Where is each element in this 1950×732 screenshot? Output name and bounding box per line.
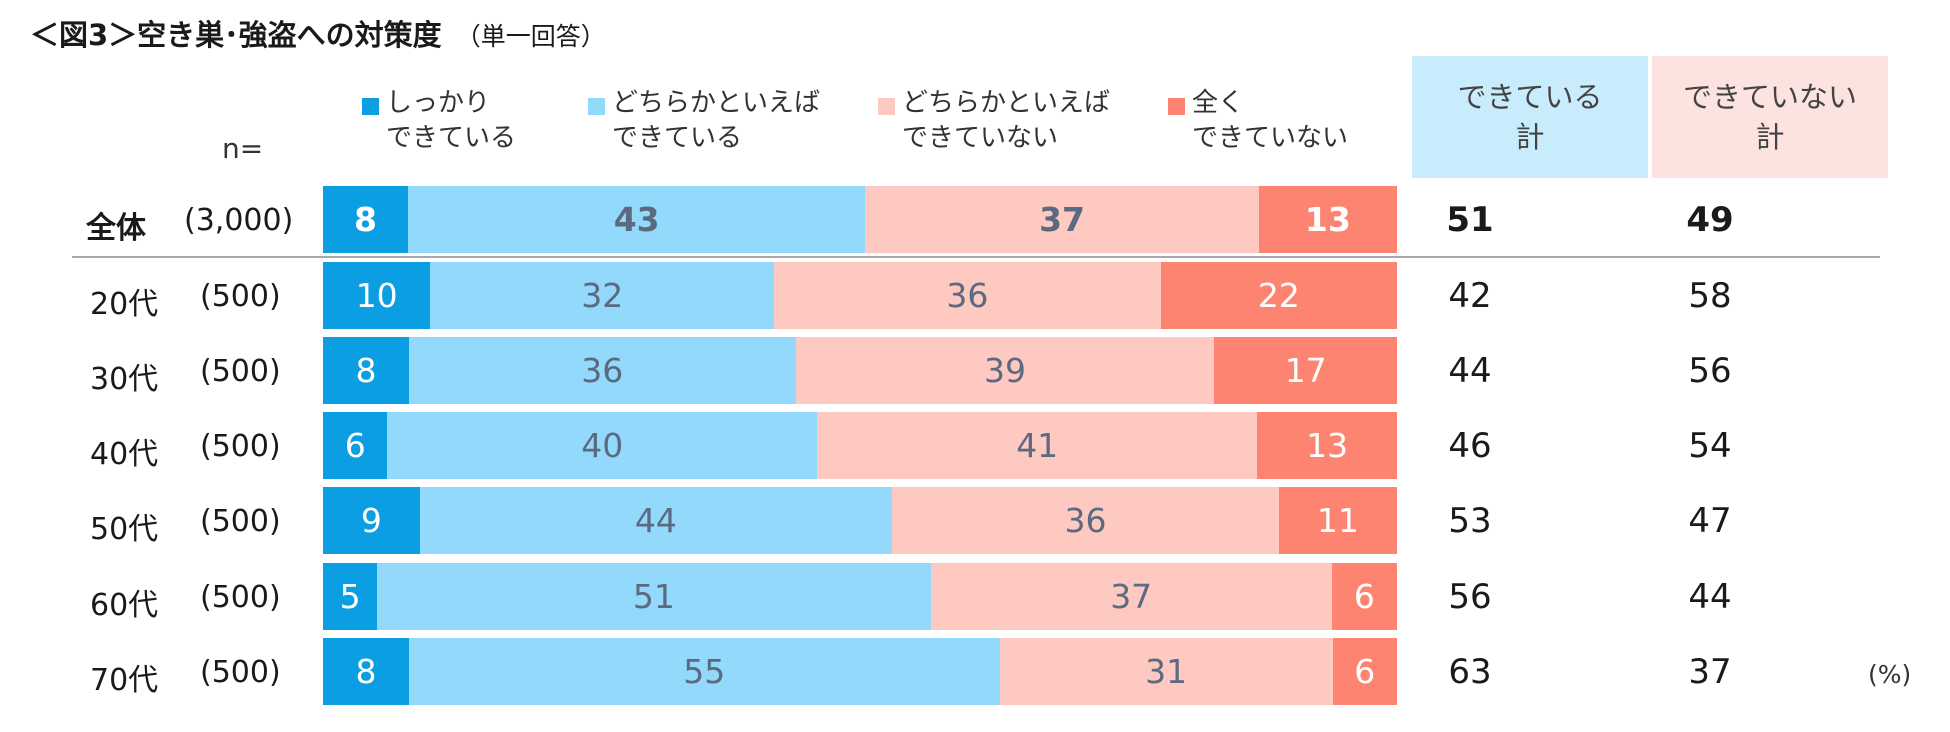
category-name: 40代 <box>90 437 159 472</box>
bar-segment-somewhat-no: 31 <box>999 638 1333 705</box>
bar-segment-not-at-all: 13 <box>1257 412 1397 479</box>
sample-size-label: n= <box>222 132 264 165</box>
legend-label-somewhat-no: どちらかといえば できていない <box>902 88 1111 153</box>
summary-yes-value: 46 <box>1448 426 1492 466</box>
summary-no-value: 56 <box>1688 351 1732 391</box>
bar-segment-not-at-all: 11 <box>1278 487 1397 554</box>
bar-segment-somewhat-yes: 43 <box>408 186 866 253</box>
legend-item-not-at-all: 全く できていない <box>1168 86 1348 156</box>
legend-item-somewhat-no: どちらかといえば できていない <box>878 86 1110 156</box>
bar-segment-not-at-all: 6 <box>1331 563 1397 630</box>
chart-subtitle: （単一回答） <box>455 22 606 51</box>
category-sample-size: (500) <box>200 580 281 615</box>
summary-yes-value: 44 <box>1448 351 1492 391</box>
bar-segment-solid-yes: 6 <box>323 412 388 479</box>
summary-header-no: できていない 計 <box>1652 56 1888 178</box>
bar-segment-somewhat-yes: 36 <box>408 337 796 404</box>
legend-item-somewhat-yes: どちらかといえば できている <box>588 86 820 156</box>
bar-segment-somewhat-yes: 44 <box>419 487 893 554</box>
category-sample-size: (500) <box>200 354 281 389</box>
legend-item-solid-yes: しっかり できている <box>362 86 516 156</box>
bar-segment-somewhat-yes: 51 <box>377 563 931 630</box>
chart-title: ＜図3＞空き巣･強盗への対策度 （単一回答） <box>30 12 606 54</box>
legend-label-solid-yes: しっかり できている <box>386 88 517 153</box>
category-sample-size: (500) <box>200 504 281 539</box>
summary-no-value: 37 <box>1688 652 1732 692</box>
category-sample-size: (500) <box>200 655 281 690</box>
category-name: 20代 <box>90 287 159 322</box>
summary-no-value: 44 <box>1688 577 1732 617</box>
bar-segment-solid-yes: 8 <box>323 186 409 253</box>
summary-yes-value: 63 <box>1448 652 1492 692</box>
summary-header-yes: できている 計 <box>1412 56 1648 178</box>
bar-segment-not-at-all: 22 <box>1160 262 1397 329</box>
summary-yes-value: 42 <box>1448 276 1492 316</box>
summary-yes-value: 53 <box>1448 501 1492 541</box>
category-name: 70代 <box>90 663 159 698</box>
bar-segment-not-at-all: 13 <box>1258 186 1397 253</box>
total-divider-line <box>72 256 1880 258</box>
bar-segment-somewhat-no: 36 <box>774 262 1161 329</box>
category-name: 全体 <box>86 211 146 246</box>
bar-segment-not-at-all: 6 <box>1332 638 1397 705</box>
summary-yes-value: 51 <box>1446 200 1494 240</box>
legend-swatch-not-at-all <box>1168 98 1185 115</box>
bar-segment-somewhat-no: 39 <box>795 337 1215 404</box>
bar-segment-somewhat-yes: 40 <box>387 412 818 479</box>
bar-segment-solid-yes: 8 <box>323 638 409 705</box>
legend-label-not-at-all: 全く できていない <box>1192 88 1349 153</box>
chart-title-text: ＜図3＞空き巣･強盗への対策度 <box>30 18 442 52</box>
summary-yes-value: 56 <box>1448 577 1492 617</box>
legend-swatch-somewhat-yes <box>588 98 605 115</box>
bar-segment-solid-yes: 5 <box>323 563 378 630</box>
legend-swatch-somewhat-no <box>878 98 895 115</box>
bar-segment-solid-yes: 10 <box>323 262 431 329</box>
summary-no-value: 54 <box>1688 426 1732 466</box>
legend-label-somewhat-yes: どちらかといえば できている <box>612 88 821 153</box>
summary-no-value: 47 <box>1688 501 1732 541</box>
summary-no-value: 49 <box>1686 200 1734 240</box>
bar-segment-not-at-all: 17 <box>1214 337 1397 404</box>
summary-no-value: 58 <box>1688 276 1732 316</box>
category-name: 60代 <box>90 588 159 623</box>
bar-segment-somewhat-no: 37 <box>865 186 1259 253</box>
bar-segment-solid-yes: 9 <box>323 487 420 554</box>
category-name: 50代 <box>90 512 159 547</box>
bar-segment-somewhat-yes: 55 <box>408 638 1000 705</box>
category-sample-size: (500) <box>200 429 281 464</box>
bar-segment-solid-yes: 8 <box>323 337 409 404</box>
legend-swatch-solid-yes <box>362 98 379 115</box>
unit-label: (%) <box>1868 660 1912 689</box>
bar-segment-somewhat-no: 41 <box>817 412 1258 479</box>
bar-segment-somewhat-yes: 32 <box>430 262 775 329</box>
category-sample-size: (3,000) <box>184 203 294 238</box>
bar-segment-somewhat-no: 36 <box>892 487 1279 554</box>
category-sample-size: (500) <box>200 279 281 314</box>
bar-segment-somewhat-no: 37 <box>930 563 1332 630</box>
category-name: 30代 <box>90 362 159 397</box>
